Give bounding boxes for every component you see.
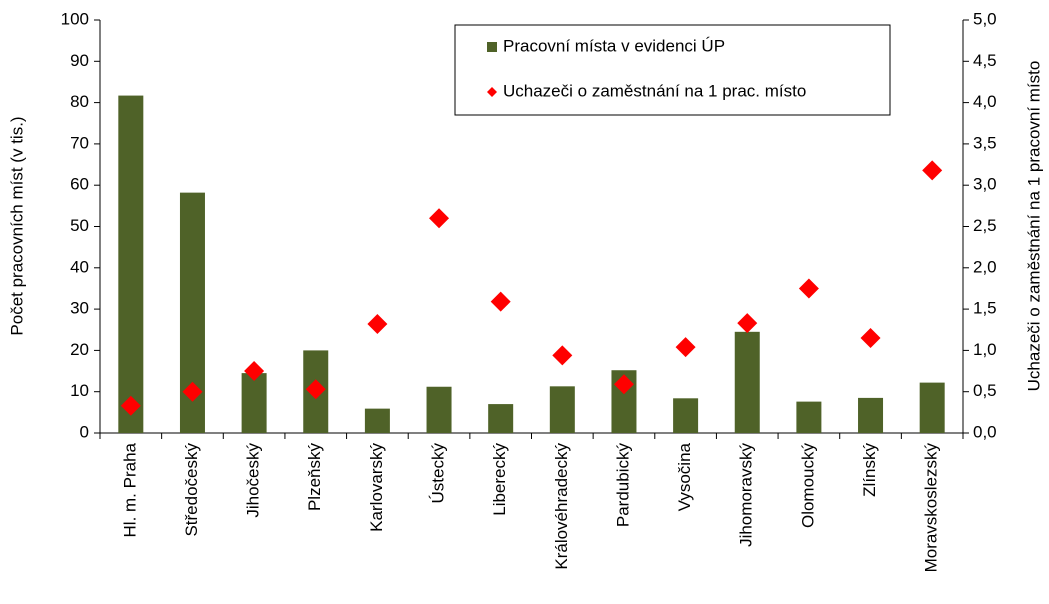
y2-tick-label: 5,0 [973,9,997,28]
y2-axis-title: Uchazeči o zaměstnání na 1 pracovní míst… [1024,61,1043,392]
marker [305,379,326,400]
y2-tick-label: 1,0 [973,340,997,359]
y-tick-label: 20 [70,340,89,359]
x-tick-label: Moravskoslezský [922,443,941,573]
x-tick-label: Plzeňský [305,443,324,512]
marker [182,381,203,402]
y2-tick-label: 0,5 [973,381,997,400]
y-tick-label: 80 [70,92,89,111]
y-tick-label: 70 [70,133,89,152]
bar [919,382,945,433]
marker [675,337,696,358]
x-tick-label: Jihočeský [244,443,263,518]
x-tick-label: Zlínský [860,443,879,497]
y2-tick-label: 1,5 [973,299,997,318]
marker [798,278,819,299]
marker [120,395,141,416]
y-tick-label: 40 [70,257,89,276]
bar [796,401,822,433]
x-tick-label: Ústecký [429,443,448,504]
y-axis-title: Počet pracovních míst (v tis.) [7,116,26,335]
x-tick-label: Pardubický [613,443,632,528]
y-tick-label: 60 [70,175,89,194]
legend-swatch [487,42,497,52]
marker [490,291,511,312]
bar [734,331,760,433]
y2-tick-label: 2,0 [973,257,997,276]
marker [429,208,450,229]
bar [241,373,267,433]
legend-swatch [487,87,497,97]
y-tick-label: 30 [70,299,89,318]
y2-tick-label: 3,5 [973,133,997,152]
x-tick-label: Hl. m. Praha [120,442,139,537]
marker [737,313,758,334]
marker [922,160,943,181]
y-tick-label: 0 [80,422,89,441]
legend-box [454,24,891,116]
bar [488,404,514,433]
bar [549,386,575,433]
y2-tick-label: 4,0 [973,92,997,111]
bar [364,408,390,433]
x-tick-label: Středočeský [182,443,201,537]
x-tick-label: Karlovarský [367,443,386,532]
x-tick-label: Vysočina [675,442,694,511]
y-tick-label: 100 [61,9,89,28]
bar [426,386,452,433]
bar [858,397,884,433]
x-tick-label: Olomoucký [798,443,817,529]
bar [118,95,144,433]
y-tick-label: 90 [70,51,89,70]
y2-tick-label: 0,0 [973,422,997,441]
x-tick-label: Královéhradecký [552,443,571,570]
bar [673,398,699,433]
y2-tick-label: 4,5 [973,51,997,70]
marker [244,361,265,382]
marker [860,328,881,349]
y2-tick-label: 3,0 [973,175,997,194]
marker [367,313,388,334]
y-tick-label: 50 [70,216,89,235]
marker [613,374,634,395]
y-tick-label: 10 [70,381,89,400]
x-tick-label: Jihomoravský [737,443,756,547]
marker [552,345,573,366]
legend-label: Uchazeči o zaměstnání na 1 prac. místo [503,81,806,100]
x-tick-label: Liberecký [490,443,509,516]
y2-tick-label: 2,5 [973,216,997,235]
legend-label: Pracovní místa v evidenci ÚP [503,36,725,55]
